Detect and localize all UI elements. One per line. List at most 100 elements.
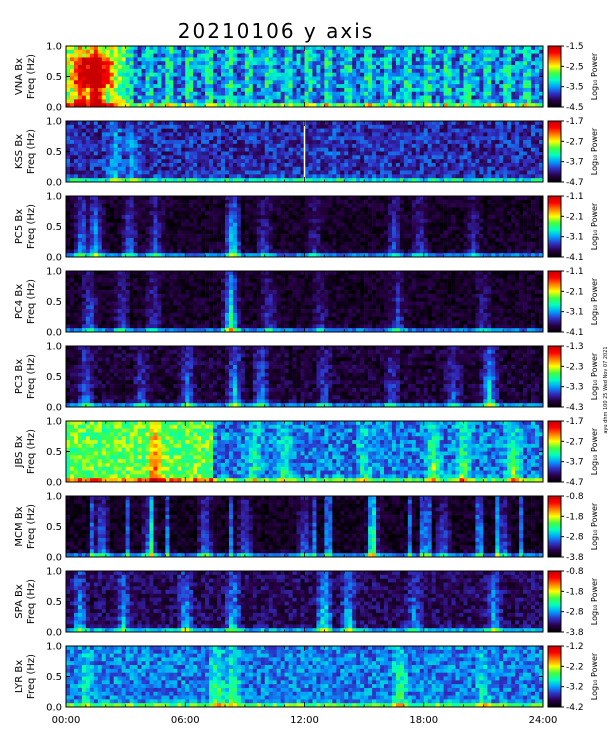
y-tick-label: 0.0 — [46, 253, 62, 264]
panel-spa: 0.0 0.5 1.0 SPA Bx Freq (Hz) -0.8 -1.8 -2.8 -3.8… — [14, 567, 599, 639]
y-tick-label: 1.0 — [46, 192, 62, 203]
colorbar-tick-label: -1.7 — [566, 117, 584, 127]
y-tick-label: 0.0 — [46, 478, 62, 489]
colorbar-tick-label: -4.1 — [566, 328, 584, 338]
panel-lyr: 0.0 0.5 1.0 LYR Bx Freq (Hz) -1.2 -2.2 -3.2 -4.2… — [14, 642, 599, 714]
y-tick-label: 0.5 — [46, 72, 62, 83]
y-tick-label: 1.0 — [46, 42, 62, 53]
heatmap-cells — [66, 421, 544, 483]
y-axis-label-freq: Freq (Hz) — [26, 54, 37, 99]
panel-kss: 0.0 0.5 1.0 KSS Bx Freq (Hz) -1.7 -2.7 -3.7 -4.7… — [14, 117, 599, 189]
panel-mcm: 0.0 0.5 1.0 MCM Bx Freq (Hz) -0.8 -1.8 -2.8 -3.8… — [14, 492, 599, 564]
y-tick-label: 0.5 — [46, 372, 62, 383]
colorbar-label: Log₁₀ Power — [590, 352, 599, 400]
y-axis-label-freq: Freq (Hz) — [26, 279, 37, 324]
heatmap-cells — [66, 346, 544, 408]
colorbar-label: Log₁₀ Power — [590, 577, 599, 625]
colorbar-label: Log₁₀ Power — [590, 277, 599, 325]
colorbar-tick-label: -4.3 — [566, 403, 584, 413]
y-tick-label: 1.0 — [46, 417, 62, 428]
y-tick-label: 0.0 — [46, 403, 62, 414]
colorbar-tick-label: -1.5 — [566, 42, 584, 52]
y-axis-label-station: SPA Bx — [14, 584, 25, 619]
heatmap-cells — [66, 121, 544, 183]
y-axis-label-station: PC3 Bx — [14, 359, 25, 394]
colorbar-tick-label: -2.7 — [566, 437, 584, 447]
colorbar-tick-label: -0.8 — [566, 567, 584, 577]
colorbar-label: Log₁₀ Power — [590, 202, 599, 250]
y-tick-label: 0.5 — [46, 672, 62, 683]
y-tick-label: 1.0 — [46, 642, 62, 653]
y-tick-label: 1.0 — [46, 567, 62, 578]
colorbar-tick-label: -3.3 — [566, 383, 584, 393]
colorbar — [547, 45, 562, 108]
colorbar-label: Log₁₀ Power — [590, 127, 599, 175]
y-axis-label-station: PC4 Bx — [14, 284, 25, 319]
y-tick-label: 1.0 — [46, 342, 62, 353]
colorbar — [547, 195, 562, 258]
y-axis-label-freq: Freq (Hz) — [26, 654, 37, 699]
y-tick-label: 0.5 — [46, 222, 62, 233]
x-tick-label: 00:00 — [52, 715, 81, 726]
timestamp-stamp: ayu dhm 100 25 Wed Nov 07 2021 — [603, 346, 609, 433]
colorbar-tick-label: -4.5 — [566, 103, 584, 113]
figure-title: 20210106 y axis — [178, 19, 374, 43]
panel-jbs: 0.0 0.5 1.0 JBS Bx Freq (Hz) -1.7 -2.7 -3.7 -4.7… — [14, 417, 599, 489]
y-axis-label-freq: Freq (Hz) — [26, 129, 37, 174]
colorbar-tick-label: -1.3 — [566, 342, 584, 352]
y-axis-label-station: LYR Bx — [14, 660, 25, 693]
colorbar — [547, 570, 562, 633]
y-tick-label: 1.0 — [46, 117, 62, 128]
x-tick-label: 24:00 — [529, 715, 558, 726]
colorbar-tick-label: -3.1 — [566, 233, 584, 243]
colorbar-tick-label: -1.8 — [566, 587, 584, 597]
x-tick-label: 06:00 — [171, 715, 200, 726]
y-axis-label-freq: Freq (Hz) — [26, 579, 37, 624]
y-tick-label: 0.5 — [46, 147, 62, 158]
colorbar-tick-label: -2.5 — [566, 62, 584, 72]
y-tick-label: 0.5 — [46, 522, 62, 533]
y-axis-label-station: PC5 Bx — [14, 209, 25, 244]
colorbar-tick-label: -2.8 — [566, 533, 584, 543]
colorbar-tick-label: -4.7 — [566, 178, 584, 188]
y-tick-label: 0.5 — [46, 297, 62, 308]
x-tick-label: 12:00 — [290, 715, 319, 726]
colorbar-tick-label: -3.1 — [566, 308, 584, 318]
y-axis-label-freq: Freq (Hz) — [26, 504, 37, 549]
colorbar-tick-label: -3.8 — [566, 628, 584, 638]
y-axis-label-station: JBS Bx — [14, 435, 25, 468]
heatmap-cells — [66, 46, 544, 108]
y-tick-label: 0.0 — [46, 328, 62, 339]
y-tick-label: 1.0 — [46, 492, 62, 503]
colorbar-tick-label: -3.8 — [566, 553, 584, 563]
colorbar-tick-label: -4.1 — [566, 253, 584, 263]
colorbar-label: Log₁₀ Power — [590, 652, 599, 700]
colorbar-tick-label: -1.7 — [566, 417, 584, 427]
y-tick-label: 0.0 — [46, 178, 62, 189]
colorbar-tick-label: -2.7 — [566, 137, 584, 147]
colorbar-tick-label: -4.2 — [566, 703, 584, 713]
colorbar-tick-label: -4.7 — [566, 478, 584, 488]
colorbar-tick-label: -0.8 — [566, 492, 584, 502]
colorbar-tick-label: -2.8 — [566, 608, 584, 618]
colorbar-tick-label: -1.1 — [566, 267, 584, 277]
colorbar-tick-label: -1.8 — [566, 512, 584, 522]
heatmap-cells — [66, 646, 544, 708]
panel-pc3: 0.0 0.5 1.0 PC3 Bx Freq (Hz) -1.3 -2.3 -3.3 -4.3… — [14, 342, 599, 414]
y-axis-label-freq: Freq (Hz) — [26, 204, 37, 249]
y-axis-label-station: VNA Bx — [14, 58, 25, 95]
heatmap-cells — [66, 496, 544, 558]
colorbar-tick-label: -3.2 — [566, 683, 584, 693]
y-tick-label: 0.5 — [46, 597, 62, 608]
panel-pc5: 0.0 0.5 1.0 PC5 Bx Freq (Hz) -1.1 -2.1 -3.1 -4.1… — [14, 192, 599, 264]
colorbar-tick-label: -3.7 — [566, 458, 584, 468]
y-tick-label: 0.0 — [46, 103, 62, 114]
colorbar-tick-label: -3.7 — [566, 158, 584, 168]
colorbar — [547, 120, 562, 183]
y-axis-label-station: KSS Bx — [14, 134, 25, 169]
y-tick-label: 0.0 — [46, 553, 62, 564]
y-tick-label: 1.0 — [46, 267, 62, 278]
colorbar-tick-label: -2.3 — [566, 362, 584, 372]
